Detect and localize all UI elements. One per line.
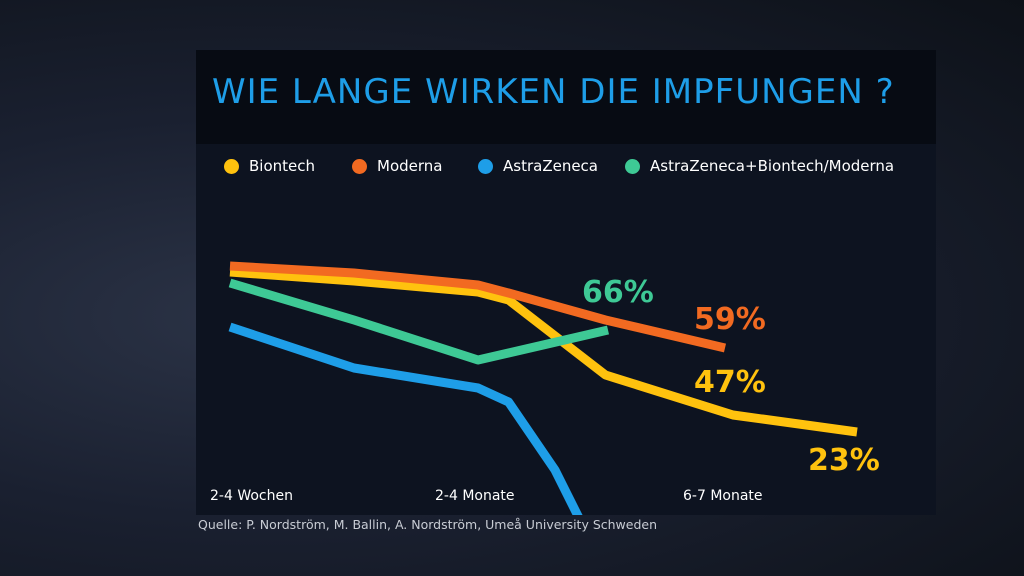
series-line-biontech [229, 267, 858, 437]
title-bar [196, 50, 936, 144]
x-tick-label: 6-7 Monate [683, 488, 763, 504]
legend-item-astrazeneca: AstraZeneca [478, 156, 598, 176]
end-label-biontech: 23% [808, 443, 880, 478]
series-line-astrazeneca [228, 322, 583, 515]
legend-dot-moderna [352, 158, 367, 174]
legend-label-moderna: Moderna [377, 157, 443, 175]
end-label-astrazeneca-biontech-moderna: 66% [582, 275, 654, 310]
series-line-astrazeneca-biontech-moderna [228, 278, 610, 365]
legend-dot-astrazeneca [478, 158, 493, 174]
source-note: Quelle: P. Nordström, M. Ballin, A. Nord… [198, 517, 658, 532]
legend-dot-mixed [625, 158, 640, 174]
legend-label-biontech: Biontech [249, 157, 316, 175]
legend-item-moderna: Moderna [352, 156, 442, 176]
chart-title: WIE LANGE WIRKEN DIE IMPFUNGEN ? [212, 72, 895, 112]
legend-label-mixed: AstraZeneca+Biontech/Moderna [650, 157, 895, 175]
annotation-label: 47% [694, 365, 766, 400]
legend-label-astrazeneca: AstraZeneca [503, 157, 598, 175]
end-label-moderna: 59% [694, 302, 766, 337]
x-tick-label: 2-4 Monate [435, 488, 515, 504]
legend-item-biontech: Biontech [224, 156, 315, 176]
legend-dot-biontech [224, 158, 239, 174]
series-line-moderna [229, 261, 727, 353]
x-tick-label: 2-4 Wochen [210, 488, 293, 504]
legend-item-mixed: AstraZeneca+Biontech/Moderna [625, 156, 894, 176]
